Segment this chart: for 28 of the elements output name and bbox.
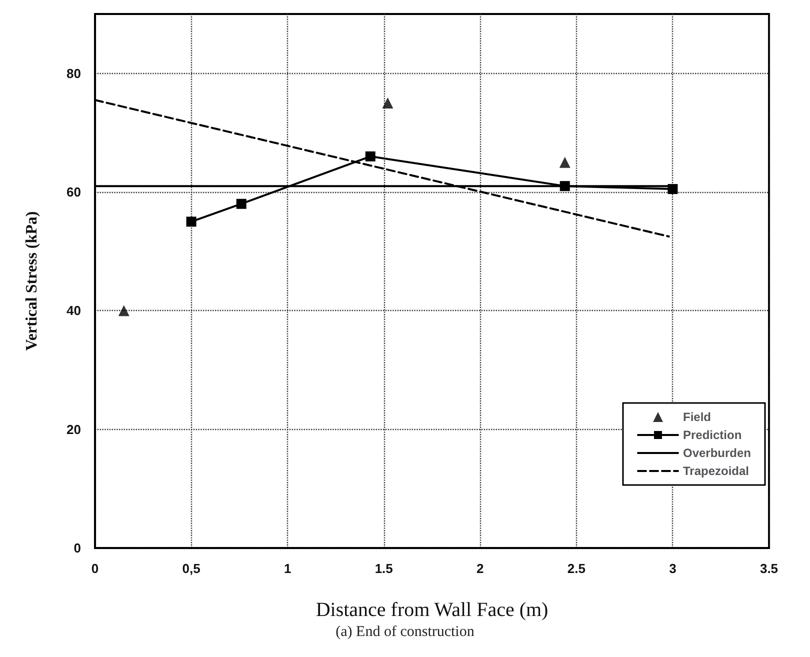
- legend-label: Field: [682, 410, 711, 424]
- point: [186, 216, 196, 227]
- x-tick-label: 1.5: [374, 561, 393, 576]
- x-tick-label: 3: [669, 561, 676, 576]
- x-tick-label: 0: [91, 561, 99, 576]
- point: [560, 181, 570, 192]
- point: [365, 151, 376, 162]
- x-tick-label: 2: [476, 561, 484, 576]
- y-axis-title: Vertical Stress (kPa): [24, 211, 40, 351]
- y-tick-label: 20: [66, 422, 81, 437]
- point: [559, 156, 570, 168]
- x-tick-label: 0,5: [182, 561, 200, 576]
- legend-label: Overburden: [682, 446, 751, 460]
- legend-label: Prediction: [682, 428, 742, 442]
- x-tick-label: 1: [284, 561, 292, 576]
- y-tick-label: 60: [66, 184, 81, 200]
- y-tick-label: 80: [66, 66, 81, 81]
- point: [118, 305, 130, 316]
- point: [236, 198, 246, 209]
- x-tick-label: 3.5: [760, 561, 778, 576]
- point: [382, 98, 394, 108]
- y-tick-label: 0: [74, 540, 81, 556]
- x-tick-label: 2.5: [567, 561, 586, 576]
- y-tick-label: 40: [66, 303, 81, 318]
- point: [668, 184, 678, 194]
- text: (a) End of construction: [334, 624, 476, 641]
- x-axis-title: Distance from Wall Face (m): [316, 599, 548, 621]
- legend-label: Trapezoidal: [682, 464, 750, 478]
